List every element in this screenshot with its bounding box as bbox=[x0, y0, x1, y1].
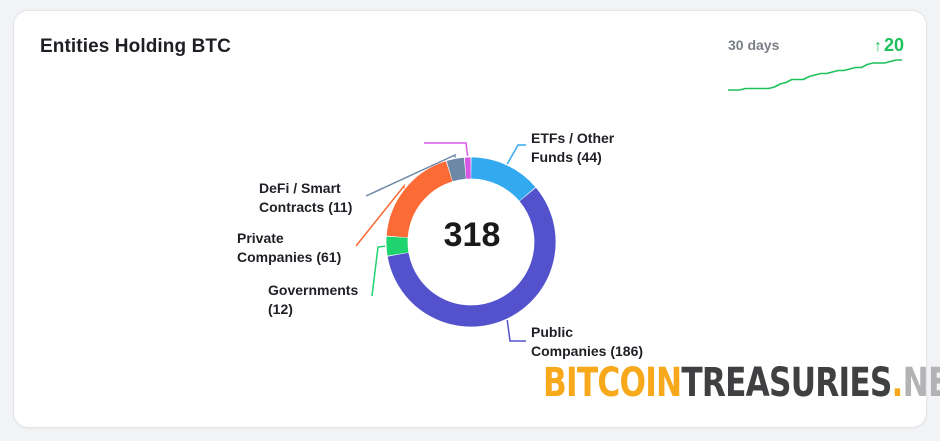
watermark-part-bitcoin: BITCOIN bbox=[543, 360, 682, 406]
sparkline-series bbox=[728, 59, 902, 91]
label-public-line1: Public bbox=[531, 324, 574, 340]
period-label: 30 days bbox=[728, 37, 780, 53]
up-arrow-icon: ↑ bbox=[873, 38, 882, 55]
slice-private-companies bbox=[386, 161, 453, 238]
watermark-dot: . bbox=[891, 360, 904, 406]
watermark-logo: BITCOINTREASURIES.NET bbox=[543, 360, 940, 406]
change-value: 20 bbox=[883, 35, 904, 55]
label-private-line2: Companies (61) bbox=[237, 249, 342, 265]
leader-line-private-companies bbox=[355, 183, 406, 247]
label-governments: Governments (12) bbox=[268, 281, 358, 319]
label-etfs: ETFs / Other Funds (44) bbox=[531, 129, 614, 167]
slice-governments bbox=[386, 236, 409, 256]
leader-line-other bbox=[424, 142, 469, 157]
label-private-companies: Private Companies (61) bbox=[237, 229, 341, 267]
label-defi-line1: DeFi / Smart bbox=[259, 180, 341, 196]
leader-line-etfs bbox=[506, 144, 526, 165]
label-etfs-line2: Funds (44) bbox=[531, 149, 602, 165]
card-title: Entities Holding BTC bbox=[40, 36, 231, 57]
label-private-line1: Private bbox=[237, 230, 284, 246]
label-governments-line2: (12) bbox=[268, 301, 293, 317]
entities-card bbox=[14, 11, 926, 427]
sparkline-chart bbox=[728, 59, 902, 91]
leader-line-public-companies bbox=[506, 319, 526, 342]
label-etfs-line1: ETFs / Other bbox=[531, 130, 615, 146]
label-public-companies: Public Companies (186) bbox=[531, 323, 643, 361]
watermark-part-treasuries: TREASURIES bbox=[681, 360, 892, 406]
leader-line-governments bbox=[371, 245, 386, 297]
watermark-part-net: NET bbox=[902, 360, 940, 406]
label-defi: DeFi / Smart Contracts (11) bbox=[259, 179, 352, 217]
change-indicator: ↑ 20 bbox=[874, 35, 904, 56]
label-defi-line2: Contracts (11) bbox=[259, 199, 353, 215]
label-governments-line1: Governments bbox=[268, 282, 359, 298]
slice-defi bbox=[446, 157, 466, 182]
leader-line-defi bbox=[365, 153, 456, 197]
slice-etfs bbox=[471, 157, 536, 201]
slice-public-companies bbox=[387, 187, 556, 327]
label-public-line2: Companies (186) bbox=[531, 343, 644, 359]
slice-other bbox=[464, 157, 471, 179]
donut-total: 318 bbox=[443, 216, 501, 254]
